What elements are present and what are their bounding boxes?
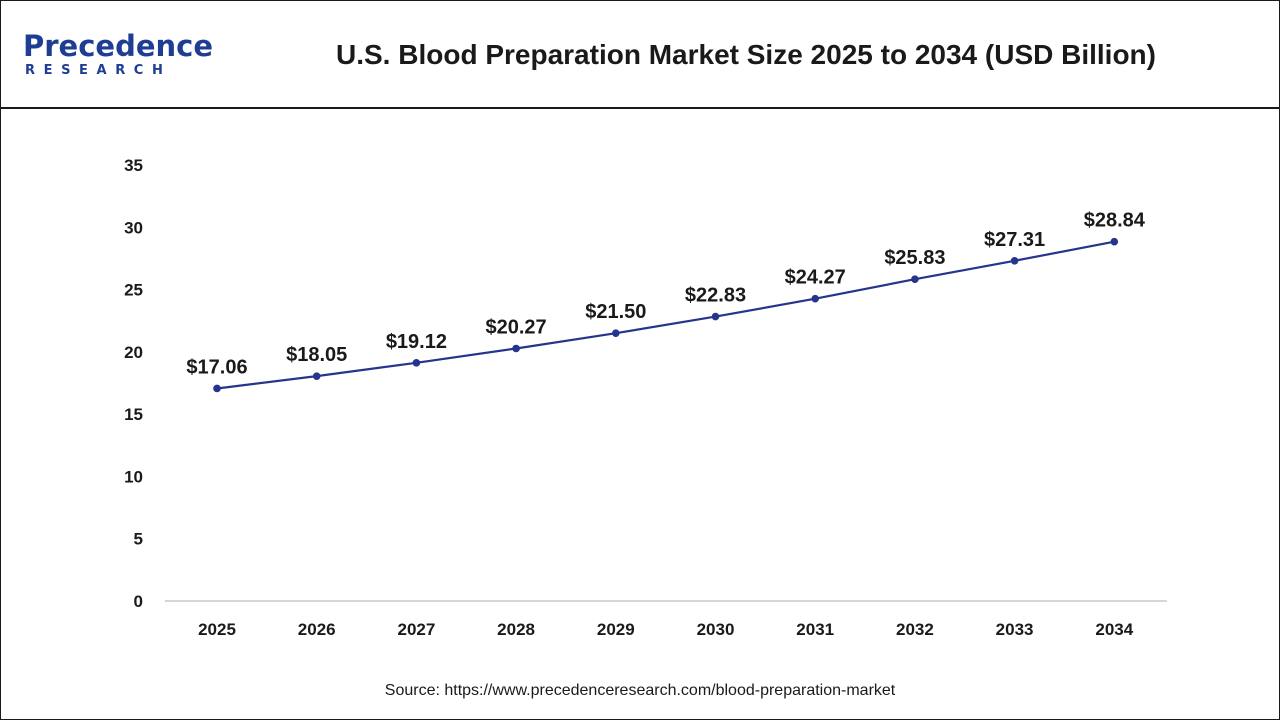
data-point xyxy=(312,372,321,380)
data-label: $17.06 xyxy=(186,356,247,378)
header: Precedence RESEARCH U.S. Blood Preparati… xyxy=(1,1,1279,109)
data-label: $20.27 xyxy=(486,316,547,338)
y-tick-label: 35 xyxy=(124,156,143,175)
data-point xyxy=(911,275,919,284)
source-note: Source: https://www.precedenceresearch.c… xyxy=(384,682,896,699)
y-tick-label: 5 xyxy=(134,530,143,549)
series-line xyxy=(216,240,1115,390)
x-tick-label: 2025 xyxy=(198,620,236,639)
data-point xyxy=(711,312,720,321)
y-tick-label: 0 xyxy=(134,592,143,611)
logo: Precedence RESEARCH xyxy=(23,29,223,85)
x-tick-label: 2031 xyxy=(796,620,834,639)
x-tick-label: 2029 xyxy=(597,620,635,639)
y-tick-label: 15 xyxy=(124,405,143,424)
data-label: $25.83 xyxy=(884,247,945,269)
data-label: $19.12 xyxy=(386,331,447,353)
x-tick-label: 2026 xyxy=(298,620,336,639)
chart-title: U.S. Blood Preparation Market Size 2025 … xyxy=(336,39,1156,70)
x-tick-label: 2032 xyxy=(896,620,934,639)
data-point xyxy=(512,344,520,353)
y-tick-label: 25 xyxy=(124,281,143,300)
data-label: $27.31 xyxy=(984,229,1045,251)
data-label: $24.27 xyxy=(785,267,846,289)
data-label: $21.50 xyxy=(585,301,646,323)
x-tick-label: 2030 xyxy=(697,620,735,639)
logo-wordmark: Precedence xyxy=(23,29,214,63)
x-tick-label: 2033 xyxy=(996,620,1034,639)
x-tick-label: 2028 xyxy=(497,620,535,639)
data-label: $18.05 xyxy=(286,344,347,366)
y-tick-label: 20 xyxy=(124,343,143,362)
x-tick-label: 2027 xyxy=(397,620,435,639)
data-label: $22.83 xyxy=(685,285,746,307)
logo-subtitle: RESEARCH xyxy=(25,63,172,78)
data-point xyxy=(1110,237,1119,246)
data-point xyxy=(1010,256,1019,265)
data-point xyxy=(213,384,221,393)
data-point xyxy=(612,329,620,337)
y-tick-label: 30 xyxy=(124,218,143,237)
x-tick-label: 2034 xyxy=(1095,620,1133,639)
data-label: $28.84 xyxy=(1084,210,1146,232)
y-tick-label: 10 xyxy=(124,467,143,486)
data-point xyxy=(811,294,819,303)
data-point xyxy=(412,359,421,367)
